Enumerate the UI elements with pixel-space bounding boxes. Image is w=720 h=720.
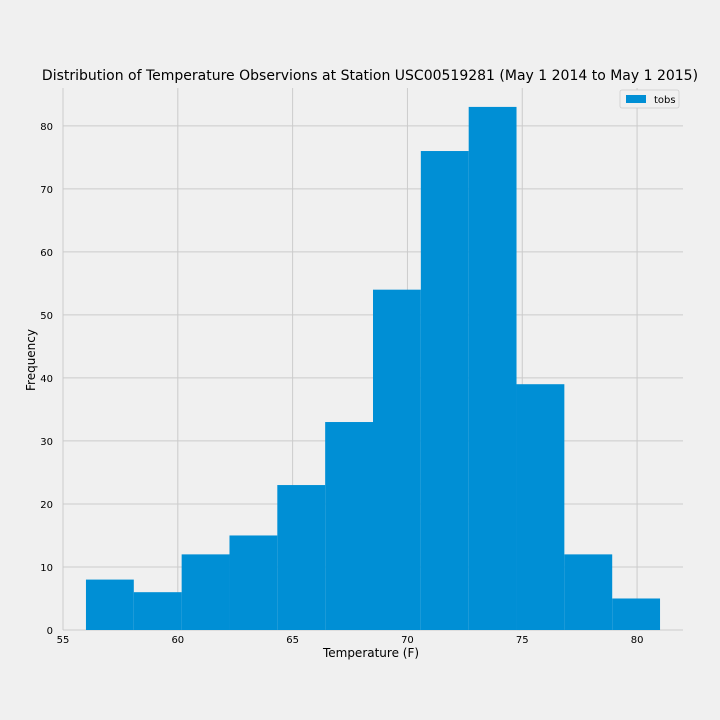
histogram-bar <box>516 384 565 630</box>
histogram-bars <box>85 106 661 630</box>
legend-swatch <box>626 95 646 103</box>
legend-box <box>619 89 680 109</box>
histogram-bar <box>229 535 278 630</box>
legend-entry-tobs: tobs <box>654 95 676 106</box>
histogram-bar <box>181 554 230 630</box>
x-tick-label: 60 <box>171 635 184 646</box>
x-tick-label: 75 <box>516 635 529 646</box>
y-axis-ticks: 0 10 20 30 40 50 60 70 80 <box>40 122 53 637</box>
histogram-bar <box>564 554 613 630</box>
y-axis-label: Frequency <box>24 329 38 391</box>
histogram-bar <box>612 598 661 630</box>
histogram-bar <box>133 592 182 630</box>
y-tick-label: 70 <box>40 185 53 196</box>
y-tick-label: 80 <box>40 122 53 133</box>
legend: tobs <box>619 89 680 109</box>
histogram-bar <box>420 151 469 630</box>
y-tick-label: 40 <box>40 374 53 385</box>
y-tick-label: 0 <box>47 626 53 637</box>
x-axis-ticks: 55 60 65 70 75 80 <box>57 635 644 646</box>
y-tick-label: 30 <box>40 437 53 448</box>
histogram-bar <box>468 106 517 630</box>
histogram-bar <box>277 485 326 630</box>
chart-title: Distribution of Temperature Observions a… <box>42 68 698 84</box>
x-axis-label: Temperature (F) <box>322 646 419 660</box>
y-tick-label: 60 <box>40 248 53 259</box>
x-tick-label: 55 <box>57 635 70 646</box>
x-tick-label: 80 <box>631 635 644 646</box>
x-tick-label: 65 <box>286 635 299 646</box>
histogram-bar <box>85 579 134 630</box>
histogram-bar <box>325 422 373 630</box>
grid-lines <box>62 88 683 631</box>
x-tick-label: 70 <box>401 635 414 646</box>
y-tick-label: 10 <box>40 563 53 574</box>
y-tick-label: 50 <box>40 311 53 322</box>
histogram-bar <box>373 289 421 630</box>
y-tick-label: 20 <box>40 500 53 511</box>
